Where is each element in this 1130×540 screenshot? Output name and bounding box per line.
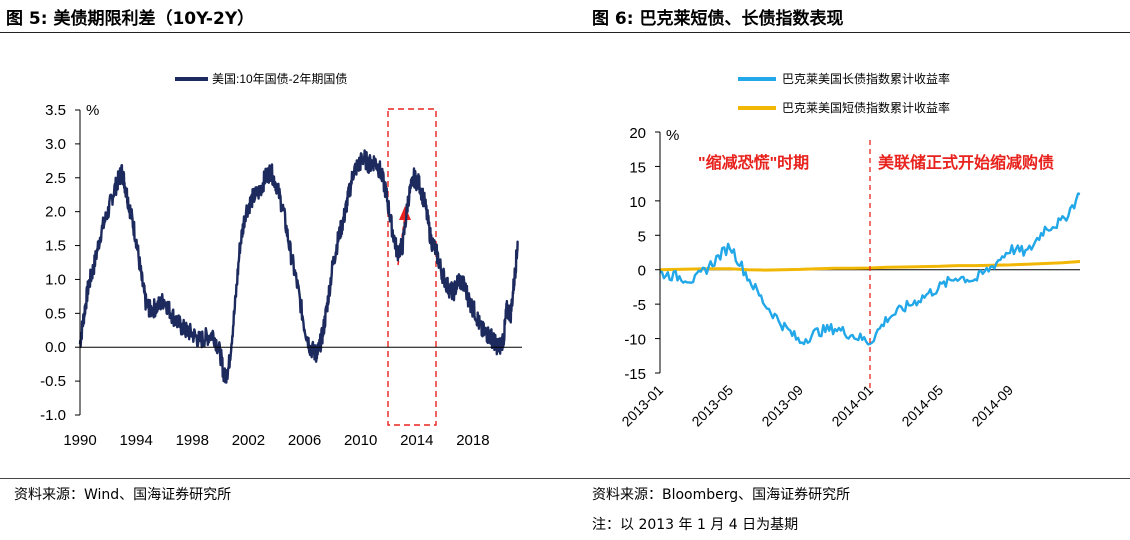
y-unit-label: % xyxy=(86,102,99,119)
y-tick-label: 1.5 xyxy=(45,238,66,255)
y-tick-label: 2.5 xyxy=(45,170,66,187)
legend-label-long: 巴克莱美国长债指数累计收益率 xyxy=(782,71,950,86)
x-tick-label: 2013-05 xyxy=(688,382,736,430)
y-tick-label: 20 xyxy=(629,125,646,142)
x-tick-label: 2014 xyxy=(400,432,433,449)
legend-label: 美国:10年国债-2年期国债 xyxy=(212,72,347,86)
x-tick-label: 2013-01 xyxy=(618,382,666,430)
x-tick-label: 2014-05 xyxy=(898,382,946,430)
figure2-note: 注：以 2013 年 1 月 4 日为基期 xyxy=(592,517,799,533)
figure1-title: 图 5: 美债期限利差（10Y-2Y） xyxy=(6,9,255,29)
y-tick-label: 5 xyxy=(638,228,646,245)
x-tick-label: 2006 xyxy=(288,432,321,449)
y-tick-label: -0.5 xyxy=(40,373,66,390)
x-tick-label: 2018 xyxy=(456,432,489,449)
annotation-taper-start: 美联储正式开始缩减购债 xyxy=(878,153,1054,172)
x-tick-label: 2013-09 xyxy=(758,382,806,430)
title-rule xyxy=(0,32,1130,33)
x-tick-label: 2014-09 xyxy=(968,382,1016,430)
y-tick-label: 2.0 xyxy=(45,204,66,221)
y-tick-label: 10 xyxy=(629,194,646,211)
x-tick-label: 1998 xyxy=(176,432,209,449)
y-tick-label: 15 xyxy=(629,159,646,176)
series-line-spread xyxy=(78,149,519,384)
highlight-box xyxy=(387,108,437,426)
chart-barclays-index: 巴克莱美国长债指数累计收益率 巴克莱美国短债指数累计收益率 20 15 10 5 0 -5… xyxy=(618,71,1081,430)
y-tick-label: -15 xyxy=(624,366,646,383)
figure2-source: 资料来源：Bloomberg、国海证券研究所 xyxy=(592,487,851,503)
footer-rule xyxy=(0,478,1130,479)
x-tick-label: 2002 xyxy=(232,432,265,449)
chart-yield-spread: 3.5 3.0 2.5 2.0 1.5 1.0 0.5 0.0 -0.5 -1.0% 1990 199… xyxy=(40,72,522,449)
x-tick-label: 2010 xyxy=(344,432,377,449)
y-tick-label: 0.0 xyxy=(45,339,66,356)
highlight-arrow-head xyxy=(399,206,411,220)
y-tick-label: 3.5 xyxy=(45,102,66,119)
x-tick-label: 2014-01 xyxy=(828,382,876,430)
figure1-source: 资料来源：Wind、国海证券研究所 xyxy=(14,487,232,503)
x-tick-label: 1990 xyxy=(63,432,96,449)
y-tick-label: 0.5 xyxy=(45,305,66,322)
y-tick-label: -1.0 xyxy=(40,407,66,424)
x-tick-label: 1994 xyxy=(119,432,152,449)
y-tick-label: -10 xyxy=(624,332,646,349)
y-tick-label: 3.0 xyxy=(45,136,66,153)
y-tick-label: 1.0 xyxy=(45,271,66,288)
y-tick-label: 0 xyxy=(638,263,646,280)
figure2-title: 图 6: 巴克莱短债、长债指数表现 xyxy=(592,9,844,29)
annotation-taper-tantrum: "缩减恐慌"时期 xyxy=(698,153,809,172)
y-tick-label: -5 xyxy=(633,297,646,314)
legend-label-short: 巴克莱美国短债指数累计收益率 xyxy=(782,100,950,115)
y-unit-label: % xyxy=(666,127,679,144)
series-line-long xyxy=(659,192,1081,346)
